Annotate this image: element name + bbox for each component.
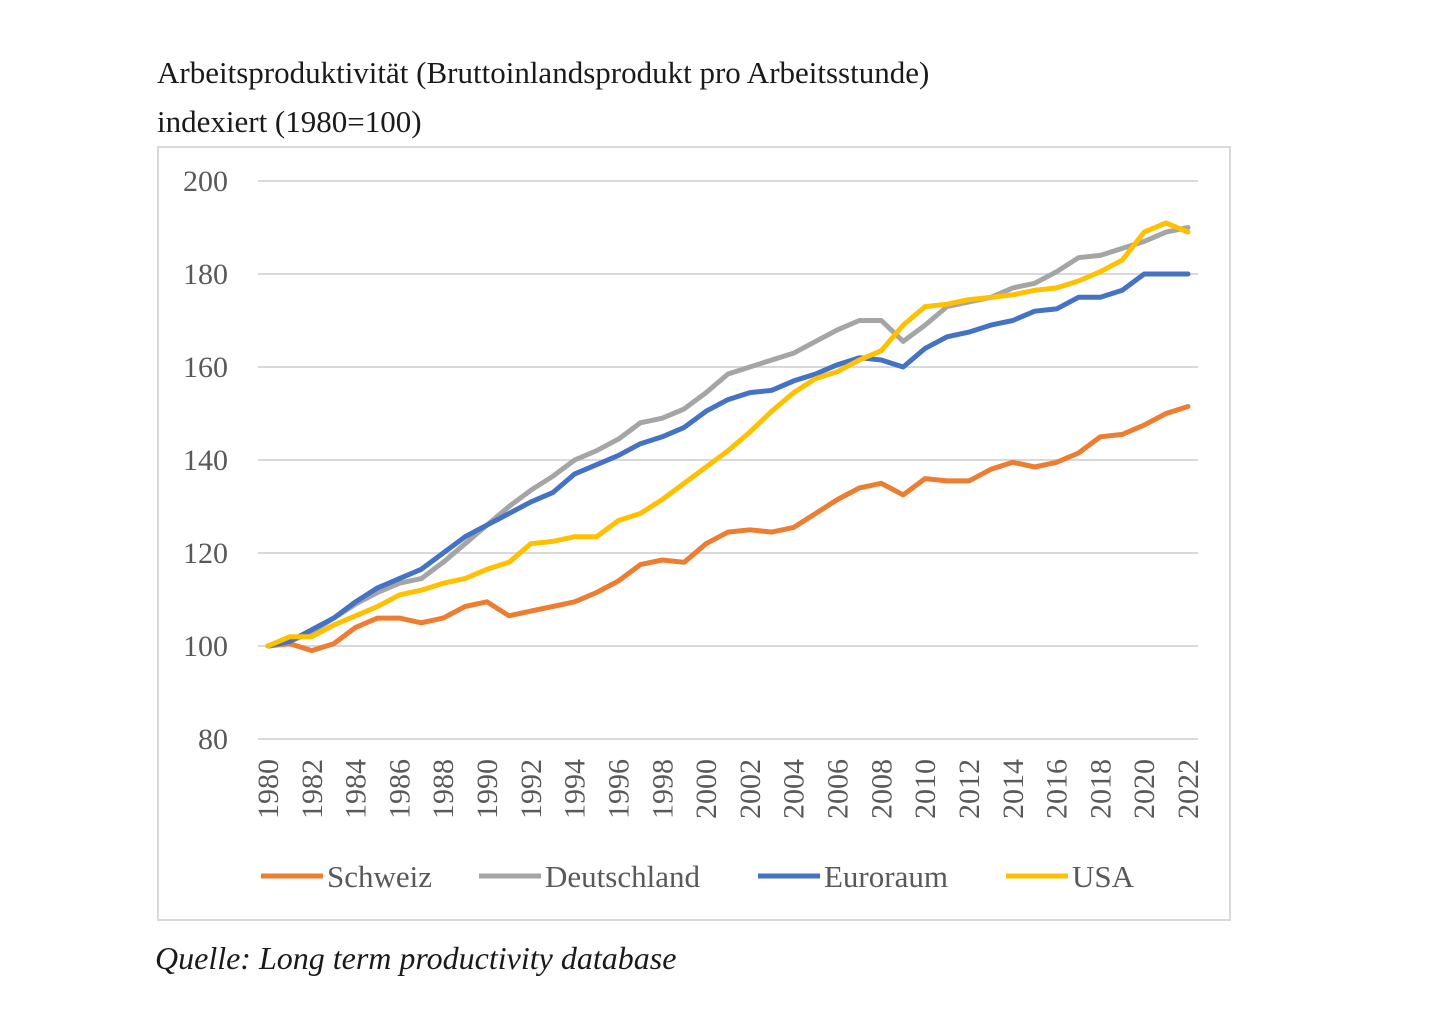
legend: Schweiz Deutschland Euroraum USA bbox=[261, 859, 1135, 894]
gridlines bbox=[258, 180, 1198, 740]
x-tick-label: 1998 bbox=[646, 759, 679, 819]
legend-label: Euroraum bbox=[824, 859, 948, 894]
legend-label: Deutschland bbox=[545, 859, 700, 894]
x-tick-label: 2010 bbox=[909, 759, 942, 819]
x-tick-label: 2018 bbox=[1084, 759, 1117, 819]
x-tick-label: 1988 bbox=[427, 759, 460, 819]
x-tick-label: 2012 bbox=[953, 759, 986, 819]
x-tick-label: 1984 bbox=[340, 759, 373, 819]
x-tick-label: 1994 bbox=[559, 759, 592, 819]
legend-label: Schweiz bbox=[327, 859, 432, 894]
y-tick-label: 100 bbox=[183, 630, 228, 663]
x-axis-ticks: 1980 1982 1984 1986 1988 1990 1992 1994 1996 1998… bbox=[252, 759, 1205, 819]
x-tick-label: 2014 bbox=[997, 759, 1030, 819]
legend-label: USA bbox=[1072, 859, 1135, 894]
series-line-schweiz bbox=[265, 404, 1191, 654]
series-line-usa bbox=[265, 220, 1191, 649]
x-tick-label: 2022 bbox=[1172, 759, 1205, 819]
chart-title-line1: Arbeitsproduktivität (Bruttoinlandsprodu… bbox=[157, 55, 930, 90]
x-tick-label: 2002 bbox=[734, 759, 767, 819]
y-axis-ticks: 80 100 120 140 160 180 200 bbox=[183, 165, 228, 756]
x-tick-label: 2008 bbox=[865, 759, 898, 819]
series-line-deutschland bbox=[265, 225, 1191, 649]
x-tick-label: 1982 bbox=[296, 759, 329, 819]
y-tick-label: 200 bbox=[183, 165, 228, 198]
x-tick-label: 2020 bbox=[1128, 759, 1161, 819]
series-line-euroraum bbox=[265, 271, 1191, 649]
x-tick-label: 1990 bbox=[471, 759, 504, 819]
chart-title-line2: indexiert (1980=100) bbox=[157, 104, 422, 139]
y-tick-label: 80 bbox=[198, 723, 228, 756]
x-tick-label: 2006 bbox=[822, 759, 855, 819]
series-lines bbox=[265, 220, 1191, 654]
x-tick-label: 1980 bbox=[252, 759, 285, 819]
chart-frame bbox=[157, 146, 1231, 921]
chart-title: Arbeitsproduktivität (Bruttoinlandsprodu… bbox=[157, 48, 929, 146]
x-tick-label: 2000 bbox=[690, 759, 723, 819]
y-tick-label: 180 bbox=[183, 258, 228, 291]
x-tick-label: 2016 bbox=[1041, 759, 1074, 819]
source-note: Quelle: Long term productivity database bbox=[155, 940, 677, 976]
y-tick-label: 140 bbox=[183, 444, 228, 477]
x-tick-label: 1996 bbox=[602, 759, 635, 819]
x-tick-label: 1986 bbox=[383, 759, 416, 819]
x-tick-label: 1992 bbox=[515, 759, 548, 819]
y-tick-label: 120 bbox=[183, 537, 228, 570]
y-tick-label: 160 bbox=[183, 351, 228, 384]
x-tick-label: 2004 bbox=[778, 759, 811, 819]
